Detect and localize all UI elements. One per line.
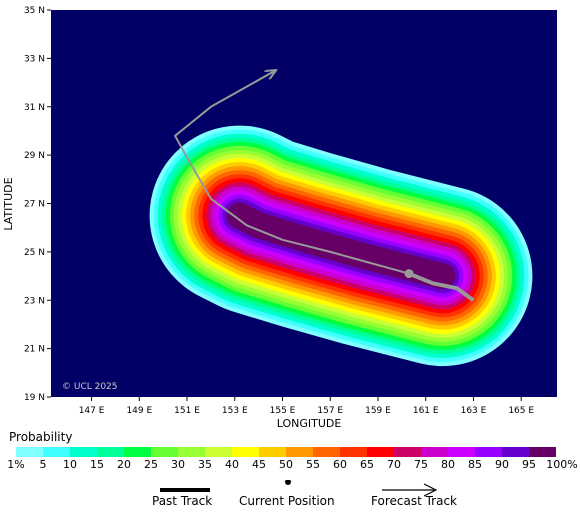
scale-label: 95 xyxy=(522,458,536,471)
scale-label: 5 xyxy=(39,458,47,471)
lon-tick-label: 163 E xyxy=(461,406,487,416)
scale-label: 45 xyxy=(252,458,266,471)
scale-swatch xyxy=(43,447,70,457)
scale-label: 25 xyxy=(144,458,158,471)
scale-swatch xyxy=(232,447,259,457)
probability-color-scale xyxy=(16,447,556,457)
x-axis-label: LONGITUDE xyxy=(277,417,342,430)
scale-swatch xyxy=(421,447,448,457)
lon-tick-label: 151 E xyxy=(174,406,200,416)
scale-swatch xyxy=(394,447,421,457)
scale-label: 30 xyxy=(171,458,185,471)
scale-swatch xyxy=(340,447,367,457)
scale-label: 40 xyxy=(225,458,239,471)
scale-swatch xyxy=(367,447,394,457)
lat-tick-label: 31 N xyxy=(24,103,45,113)
lat-tick-label: 23 N xyxy=(24,296,45,306)
lon-tick-label: 159 E xyxy=(365,406,391,416)
scale-label: 10 xyxy=(63,458,77,471)
lat-tick-label: 35 N xyxy=(24,6,45,16)
lat-tick-label: 33 N xyxy=(24,54,45,64)
lat-tick-label: 21 N xyxy=(24,345,45,355)
scale-label: 20 xyxy=(117,458,131,471)
lat-tick-label: 29 N xyxy=(24,151,45,161)
scale-swatch xyxy=(502,447,529,457)
scale-label: 90 xyxy=(495,458,509,471)
scale-label: 60 xyxy=(333,458,347,471)
storm-track xyxy=(174,71,475,302)
lat-tick-label: 19 N xyxy=(24,393,45,403)
longitude-axis: 147 E 149 E 151 E 153 E 155 E 157 E 159 E 161 E… xyxy=(79,397,534,416)
lon-tick-label: 149 E xyxy=(126,406,152,416)
lon-tick-label: 155 E xyxy=(270,406,296,416)
current-position-marker xyxy=(404,269,414,279)
scale-label: 70 xyxy=(387,458,401,471)
probability-scale-labels: 1% 5 10 15 20 25 30 35 40 45 50 55 60 65 70 75 80 85 90 95 1… xyxy=(0,458,580,474)
scale-label: 15 xyxy=(90,458,104,471)
scale-swatch xyxy=(313,447,340,457)
scale-swatch xyxy=(259,447,286,457)
track-key: Past Track Current Position Forecast Tra… xyxy=(0,480,580,516)
scale-swatch xyxy=(286,447,313,457)
scale-swatch xyxy=(178,447,205,457)
lat-tick-label: 27 N xyxy=(24,200,45,210)
watermark: © UCL 2025 xyxy=(62,382,118,392)
scale-swatch xyxy=(151,447,178,457)
track-key-symbols xyxy=(160,480,438,497)
past-track-label: Past Track xyxy=(152,494,213,508)
legend-title: Probability xyxy=(9,430,73,444)
scale-label: 65 xyxy=(360,458,374,471)
y-axis-label: LATITUDE xyxy=(2,177,15,230)
past-track-line xyxy=(408,271,475,302)
lon-tick-label: 153 E xyxy=(222,406,248,416)
lon-tick-label: 157 E xyxy=(317,406,343,416)
scale-label: 35 xyxy=(198,458,212,471)
scale-label: 1% xyxy=(7,458,25,471)
forecast-track-label: Forecast Track xyxy=(371,494,457,508)
scale-swatch xyxy=(97,447,124,457)
forecast-arrow-icon xyxy=(423,483,438,497)
latitude-axis: 35 N 33 N 31 N 29 N 27 N 25 N 23 N 21 N 19 N xyxy=(24,6,51,403)
scale-label: 80 xyxy=(441,458,455,471)
scale-swatch xyxy=(124,447,151,457)
current-position-label: Current Position xyxy=(239,494,335,508)
scale-swatch xyxy=(475,447,502,457)
scale-label: 75 xyxy=(414,458,428,471)
scale-swatch xyxy=(529,447,556,457)
probability-contours xyxy=(149,125,533,367)
scale-swatch xyxy=(205,447,232,457)
scale-swatch xyxy=(448,447,475,457)
scale-label: 50 xyxy=(279,458,293,471)
lon-tick-label: 165 E xyxy=(508,406,534,416)
lat-tick-label: 25 N xyxy=(24,248,45,258)
scale-label: 100% xyxy=(546,458,578,471)
lon-tick-label: 161 E xyxy=(413,406,439,416)
scale-swatch xyxy=(16,447,43,457)
forecast-track-line xyxy=(174,71,410,275)
scale-swatch xyxy=(70,447,97,457)
probability-band xyxy=(226,202,456,290)
scale-label: 85 xyxy=(468,458,482,471)
lon-tick-label: 147 E xyxy=(79,406,105,416)
scale-label: 55 xyxy=(306,458,320,471)
current-position-symbol xyxy=(285,480,291,485)
